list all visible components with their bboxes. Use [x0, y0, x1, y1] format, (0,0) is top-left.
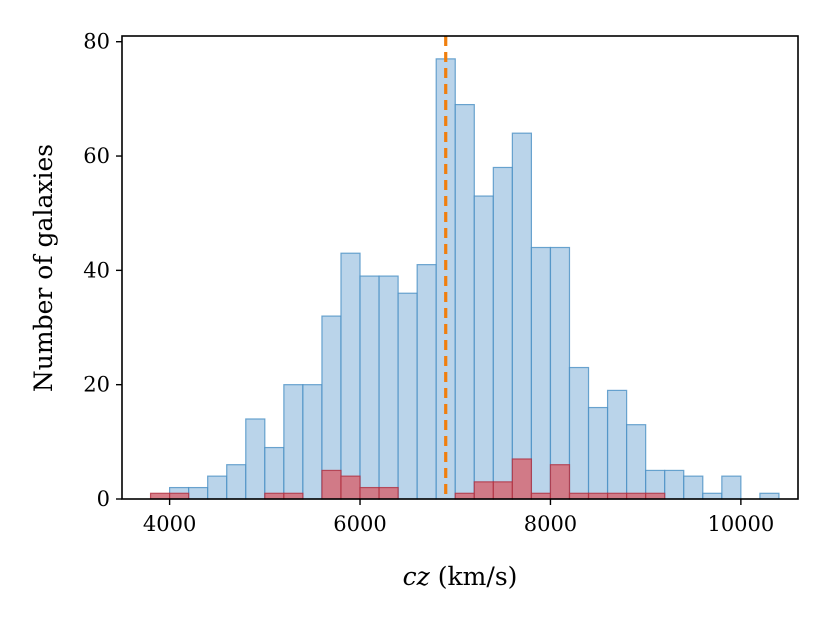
histogram-bar-series-1-bin-13: [397, 292, 418, 500]
histogram-bar-series-1-bin-23: [587, 406, 609, 500]
histogram-bar-series-2-bin-14: [549, 464, 571, 500]
histogram-bar-series-1-bin-21: [549, 246, 571, 500]
y-axis-ticks: 0 20 40 60 80: [83, 30, 122, 511]
histogram-bar-series-2-bin-1: [149, 492, 171, 500]
histogram-bar-series-1-bin-30: [721, 475, 742, 500]
x-tick-label: 6000: [333, 512, 386, 536]
bars-layer: [149, 58, 780, 500]
histogram-bar-series-2-bin-11: [492, 481, 513, 500]
histogram-bar-series-1-bin-25: [626, 424, 647, 500]
histogram-bar-series-1-bin-22: [568, 366, 590, 500]
x-tick-label: 10000: [707, 512, 774, 536]
histogram-bar-series-1-bin-8: [302, 384, 323, 500]
histogram-bar-series-1-bin-27: [664, 469, 685, 500]
x-axis-ticks: 4000 6000 8000 10000: [143, 499, 774, 536]
histogram-bar-series-2-bin-2: [169, 492, 190, 500]
histogram-bar-series-1-bin-24: [606, 389, 628, 500]
y-tick-label: 40: [83, 258, 110, 282]
histogram-bar-series-1-bin-18: [492, 166, 513, 500]
histogram-bar-series-1-bin-3: [207, 475, 228, 500]
histogram-bar-series-1-bin-20: [530, 246, 552, 500]
histogram-bar-series-2-bin-7: [359, 486, 380, 500]
histogram-bar-series-2-bin-13: [530, 492, 552, 500]
histogram-bar-series-2-bin-18: [626, 492, 647, 500]
histogram-bar-series-1-bin-7: [283, 384, 304, 500]
y-tick-label: 80: [83, 30, 110, 54]
histogram-bar-series-2-bin-19: [645, 492, 666, 500]
x-axis-label: cz (km/s): [403, 562, 518, 591]
histogram-bar-series-2-bin-5: [321, 469, 342, 500]
histogram-bar-series-2-bin-6: [340, 475, 361, 500]
histogram-bar-series-1-bin-31: [759, 492, 780, 500]
y-tick-label: 60: [83, 144, 110, 168]
plot-frame: [121, 35, 799, 500]
histogram-bar-series-1-bin-19: [511, 132, 533, 500]
histogram-bar-series-1-bin-6: [264, 446, 285, 500]
histogram-bar-series-2-bin-8: [378, 486, 399, 500]
histogram-bar-series-1-bin-11: [359, 275, 380, 500]
x-tick-label: 4000: [143, 512, 196, 536]
histogram-bar-series-1-bin-10: [340, 252, 361, 500]
histogram-bar-series-1-bin-2: [188, 486, 209, 500]
histogram-bar-series-1-bin-16: [454, 103, 475, 500]
y-tick-label: 0: [97, 487, 110, 511]
x-tick-label: 8000: [524, 512, 577, 536]
histogram-bar-series-1-bin-12: [378, 275, 399, 500]
histogram-bar-series-1-bin-17: [473, 195, 494, 500]
histogram-bar-series-2-bin-9: [454, 492, 475, 500]
y-axis-label: Number of galaxies: [29, 144, 58, 392]
histogram-bar-series-1-bin-4: [226, 464, 247, 500]
histogram-bar-series-1-bin-28: [683, 475, 704, 500]
histogram-bar-series-2-bin-4: [283, 492, 304, 500]
histogram-bar-series-2-bin-15: [568, 492, 590, 500]
histogram-bar-series-2-bin-12: [511, 458, 533, 500]
histogram-bar-series-2-bin-3: [264, 492, 285, 500]
histogram-bar-series-2-bin-16: [587, 492, 609, 500]
y-tick-label: 20: [83, 373, 110, 397]
histogram-bar-series-1-bin-5: [245, 418, 266, 500]
histogram-bar-series-2-bin-10: [473, 481, 494, 500]
histogram-bar-series-1-bin-29: [702, 492, 723, 500]
histogram-bar-series-2-bin-17: [606, 492, 628, 500]
histogram-bar-series-1-bin-14: [416, 264, 437, 500]
